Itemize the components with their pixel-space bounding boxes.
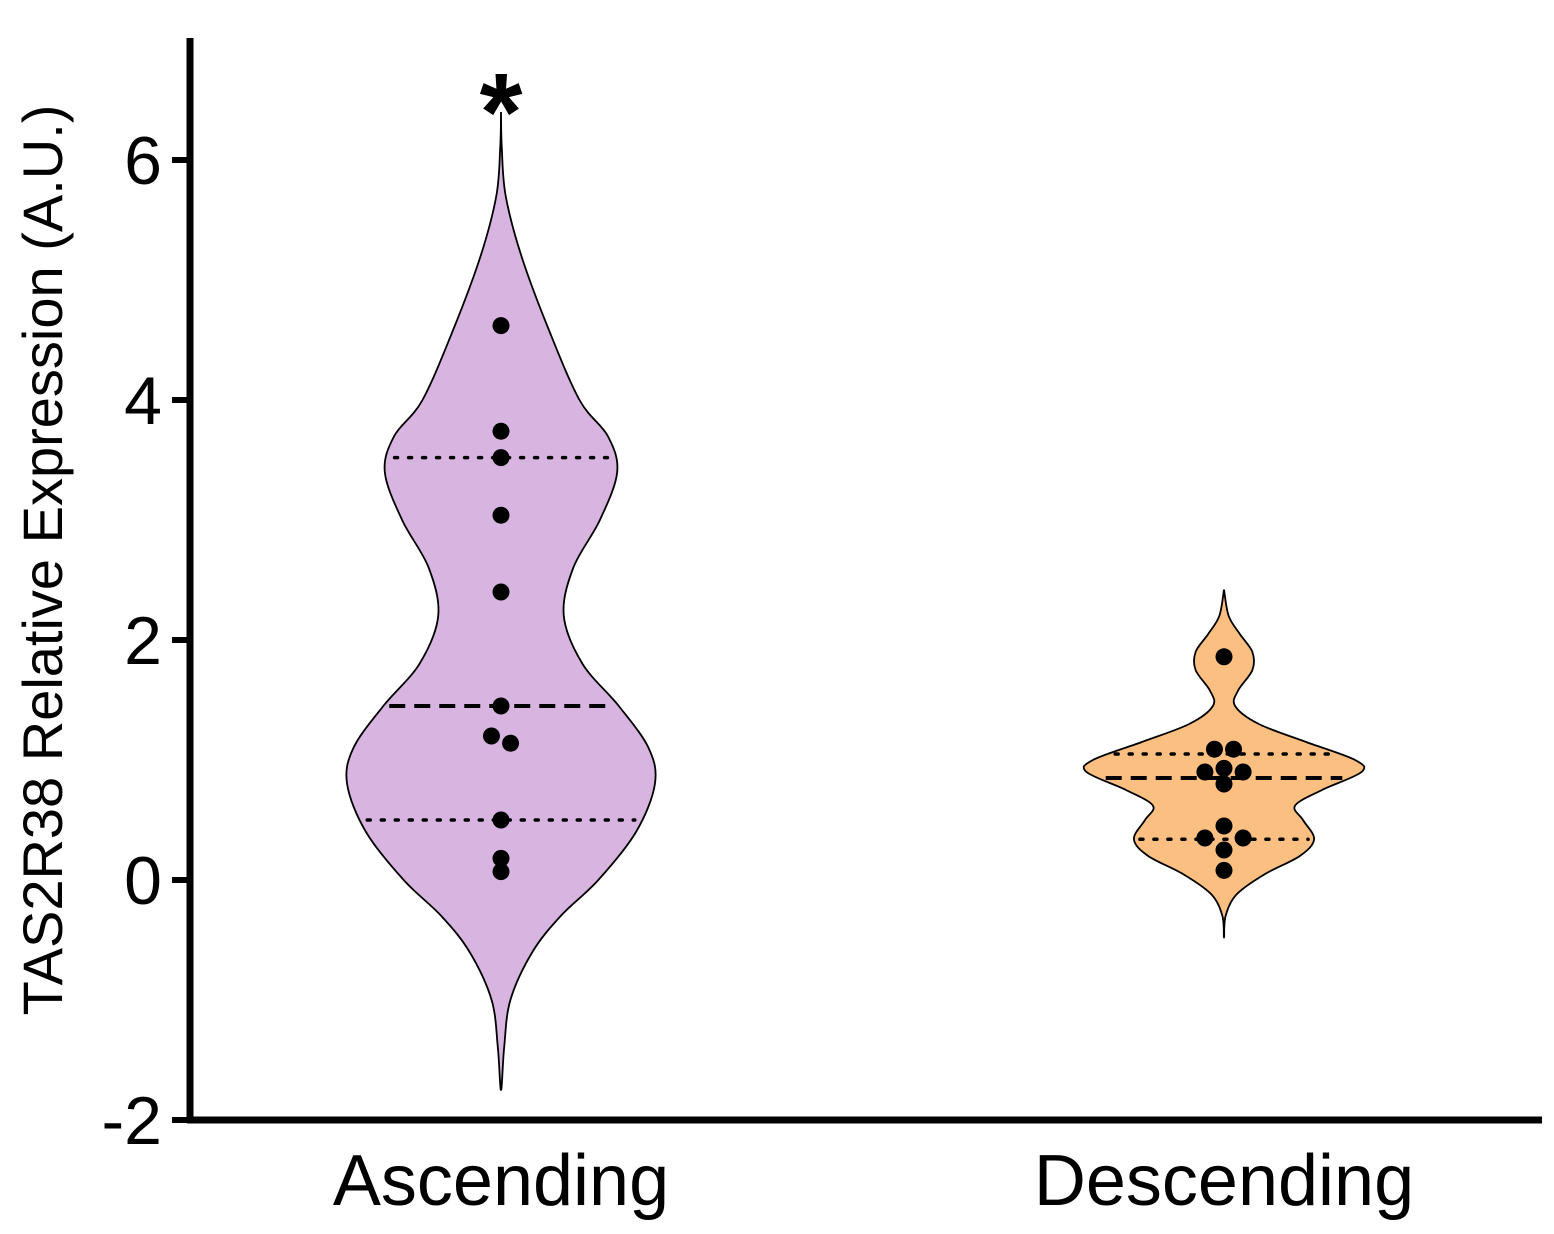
data-point bbox=[492, 506, 510, 524]
y-tick-label: 6 bbox=[124, 123, 162, 199]
x-category-label: Descending bbox=[1034, 1141, 1414, 1221]
data-point bbox=[1234, 763, 1252, 781]
data-point bbox=[1215, 775, 1233, 793]
data-point bbox=[1234, 829, 1252, 847]
data-point bbox=[1215, 861, 1233, 879]
y-tick-label: -2 bbox=[102, 1083, 162, 1159]
data-point bbox=[1205, 740, 1223, 758]
data-point bbox=[1196, 763, 1214, 781]
data-point bbox=[502, 734, 520, 752]
data-point bbox=[1225, 740, 1243, 758]
data-point bbox=[492, 422, 510, 440]
y-tick-label: 0 bbox=[124, 843, 162, 919]
data-point bbox=[492, 811, 510, 829]
data-point bbox=[492, 697, 510, 715]
violin-group-ascending: * bbox=[345, 51, 657, 1091]
data-point bbox=[1215, 759, 1233, 777]
data-point bbox=[1196, 829, 1214, 847]
data-point bbox=[482, 727, 500, 745]
violin-layer: * bbox=[345, 51, 1366, 1091]
axes bbox=[186, 38, 1542, 1124]
data-point bbox=[492, 317, 510, 335]
data-point bbox=[492, 849, 510, 867]
x-category-label: Ascending bbox=[333, 1141, 669, 1221]
data-point bbox=[1215, 817, 1233, 835]
data-point bbox=[1215, 648, 1233, 666]
x-category-labels: Ascending Descending bbox=[333, 1141, 1414, 1221]
violin-body-ascending bbox=[345, 111, 657, 1091]
data-point bbox=[492, 583, 510, 601]
data-point bbox=[1215, 841, 1233, 859]
violin-group-descending bbox=[1082, 589, 1366, 939]
y-axis-title: TAS2R38 Relative Expression (A.U.) bbox=[11, 105, 74, 1016]
y-tick-label: 2 bbox=[124, 603, 162, 679]
y-tick-label: 4 bbox=[124, 363, 162, 439]
data-point bbox=[492, 449, 510, 467]
significance-marker: * bbox=[480, 51, 523, 174]
data-point bbox=[492, 863, 510, 881]
y-ticks: -2 0 2 4 6 bbox=[102, 123, 190, 1159]
